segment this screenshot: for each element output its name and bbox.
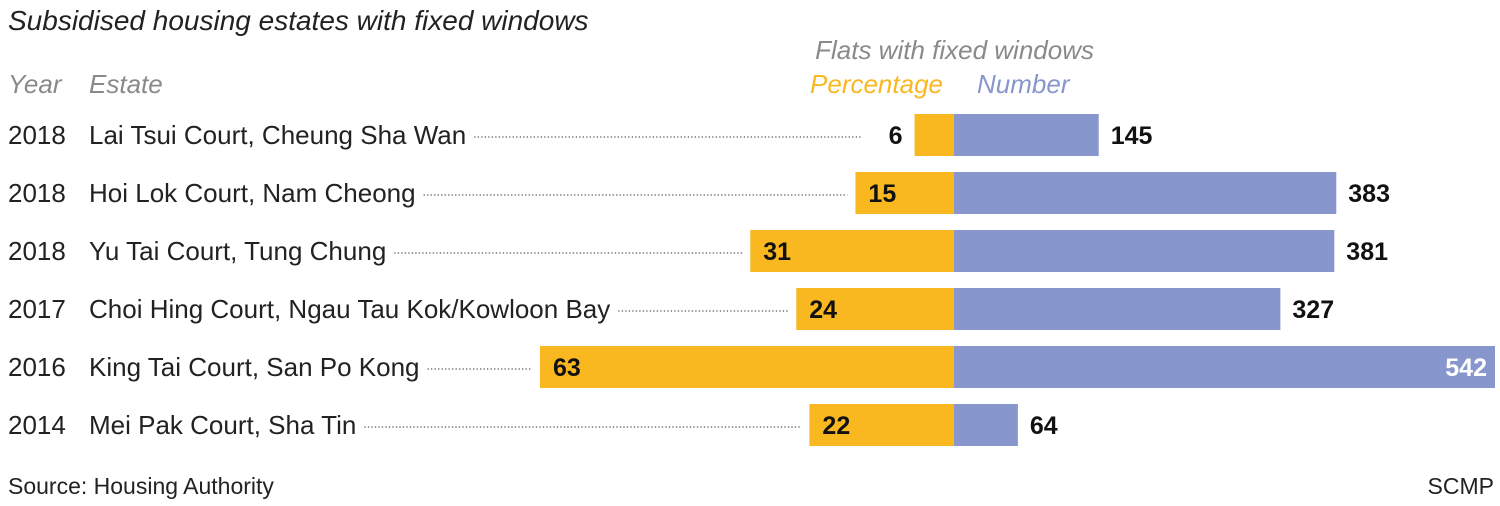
year-label: 2018 [8, 120, 66, 150]
year-label: 2014 [8, 410, 66, 440]
year-label: 2018 [8, 178, 66, 208]
percentage-bar [540, 346, 954, 388]
percentage-value: 15 [868, 180, 896, 208]
estate-label: Mei Pak Court, Sha Tin [89, 410, 356, 440]
source-note: Source: Housing Authority [8, 473, 274, 499]
number-bar [954, 114, 1099, 156]
percentage-value: 63 [553, 354, 581, 382]
group-label: Flats with fixed windows [815, 35, 1094, 65]
estate-label: Hoi Lok Court, Nam Cheong [89, 178, 416, 208]
percentage-value: 6 [889, 122, 903, 150]
percentage-value: 31 [763, 238, 791, 266]
number-value: 542 [1445, 354, 1487, 382]
number-bar [954, 346, 1495, 388]
percentage-bar [914, 114, 954, 156]
number-value: 327 [1292, 296, 1334, 324]
year-label: 2016 [8, 352, 66, 382]
year-column-header: Year [8, 69, 63, 99]
number-bar [954, 230, 1335, 272]
percentage-bar [750, 230, 954, 272]
estate-label: Choi Hing Court, Ngau Tau Kok/Kowloon Ba… [89, 294, 610, 324]
percentage-value: 24 [809, 296, 837, 324]
estate-column-header: Estate [89, 69, 163, 99]
number-bar [954, 404, 1018, 446]
number-value: 383 [1348, 180, 1390, 208]
percentage-value: 22 [822, 412, 850, 440]
number-value: 145 [1111, 122, 1153, 150]
chart-rows: 2018 Lai Tsui Court, Cheung Sha Wan 6 145 20… [8, 114, 1495, 446]
year-label: 2017 [8, 294, 66, 324]
number-bar [954, 288, 1281, 330]
number-value: 64 [1030, 412, 1058, 440]
estate-label: King Tai Court, San Po Kong [89, 352, 420, 382]
legend-number: Number [977, 69, 1071, 99]
chart-title: Subsidised housing estates with fixed wi… [8, 5, 589, 36]
percentage-bar [809, 404, 954, 446]
percentage-bar [855, 172, 954, 214]
legend-percentage: Percentage [810, 69, 943, 99]
year-label: 2018 [8, 236, 66, 266]
estate-label: Yu Tai Court, Tung Chung [89, 236, 386, 266]
estate-label: Lai Tsui Court, Cheung Sha Wan [89, 120, 466, 150]
credit: SCMP [1428, 473, 1494, 499]
number-value: 381 [1346, 238, 1388, 266]
percentage-bar [796, 288, 954, 330]
number-bar [954, 172, 1337, 214]
